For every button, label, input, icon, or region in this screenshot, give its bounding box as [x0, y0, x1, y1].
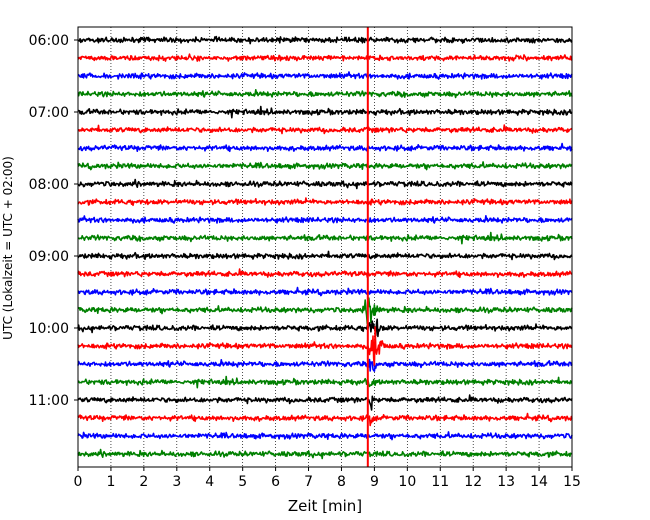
x-tick-label-7: 7 [304, 474, 313, 490]
grid-lines [110, 27, 540, 467]
y-tick-label-06:00: 06:00 [29, 33, 69, 49]
trace-07:30 [77, 142, 573, 153]
x-tick-label-14: 14 [530, 474, 548, 490]
x-tick-label-3: 3 [172, 474, 181, 490]
x-tick-label-8: 8 [337, 474, 346, 490]
x-tick-label-10: 10 [398, 474, 416, 490]
trace-06:30 [77, 71, 573, 80]
trace-08:15 [77, 197, 573, 207]
x-tick-label-0: 0 [74, 474, 83, 490]
trace-07:45 [77, 161, 573, 171]
trace-07:00 [77, 105, 573, 119]
trace-06:15 [77, 53, 573, 62]
x-axis-ticks: 0 1 2 3 4 5 6 7 8 9 10 11 12 13 14 15 [74, 467, 581, 490]
y-axis-label: UTC (Lokalzeit = UTC + 02:00) [1, 156, 15, 340]
trace-10:30 [77, 358, 573, 372]
trace-10:00 [77, 318, 573, 338]
trace-10:15 [77, 326, 573, 367]
plot-frame [77, 26, 573, 468]
trace-07:15 [77, 124, 573, 135]
x-tick-label-1: 1 [106, 474, 115, 490]
y-tick-label-10:00: 10:00 [29, 321, 69, 337]
trace-11:00 [77, 394, 573, 411]
trace-11:30 [77, 431, 573, 441]
trace-09:30 [77, 286, 573, 297]
y-tick-label-08:00: 08:00 [29, 177, 69, 193]
trace-11:15 [77, 412, 573, 427]
y-tick-label-11:00: 11:00 [29, 393, 69, 409]
trace-10:45 [77, 375, 573, 389]
trace-08:30 [77, 215, 573, 224]
x-tick-label-11: 11 [431, 474, 449, 490]
x-tick-label-15: 15 [563, 474, 581, 490]
y-axis-ticks: 06:00 07:00 08:00 09:00 10:00 11:00 [29, 33, 78, 409]
x-tick-label-2: 2 [139, 474, 148, 490]
x-tick-label-5: 5 [238, 474, 247, 490]
trace-09:00 [77, 250, 573, 261]
y-tick-label-07:00: 07:00 [29, 105, 69, 121]
x-axis-label: Zeit [min] [288, 497, 362, 515]
trace-08:00 [77, 178, 573, 190]
y-tick-label-09:00: 09:00 [29, 249, 69, 265]
x-tick-label-4: 4 [205, 474, 214, 490]
trace-08:45 [77, 231, 573, 245]
trace-11:45 [77, 448, 573, 460]
x-tick-label-9: 9 [370, 474, 379, 490]
trace-09:45 [77, 297, 573, 325]
x-tick-label-12: 12 [464, 474, 482, 490]
trace-06:45 [77, 89, 573, 99]
seismic-traces [77, 35, 573, 460]
x-tick-label-13: 13 [497, 474, 515, 490]
trace-06:00 [77, 35, 573, 45]
x-tick-label-6: 6 [271, 474, 280, 490]
trace-09:15 [77, 268, 573, 279]
